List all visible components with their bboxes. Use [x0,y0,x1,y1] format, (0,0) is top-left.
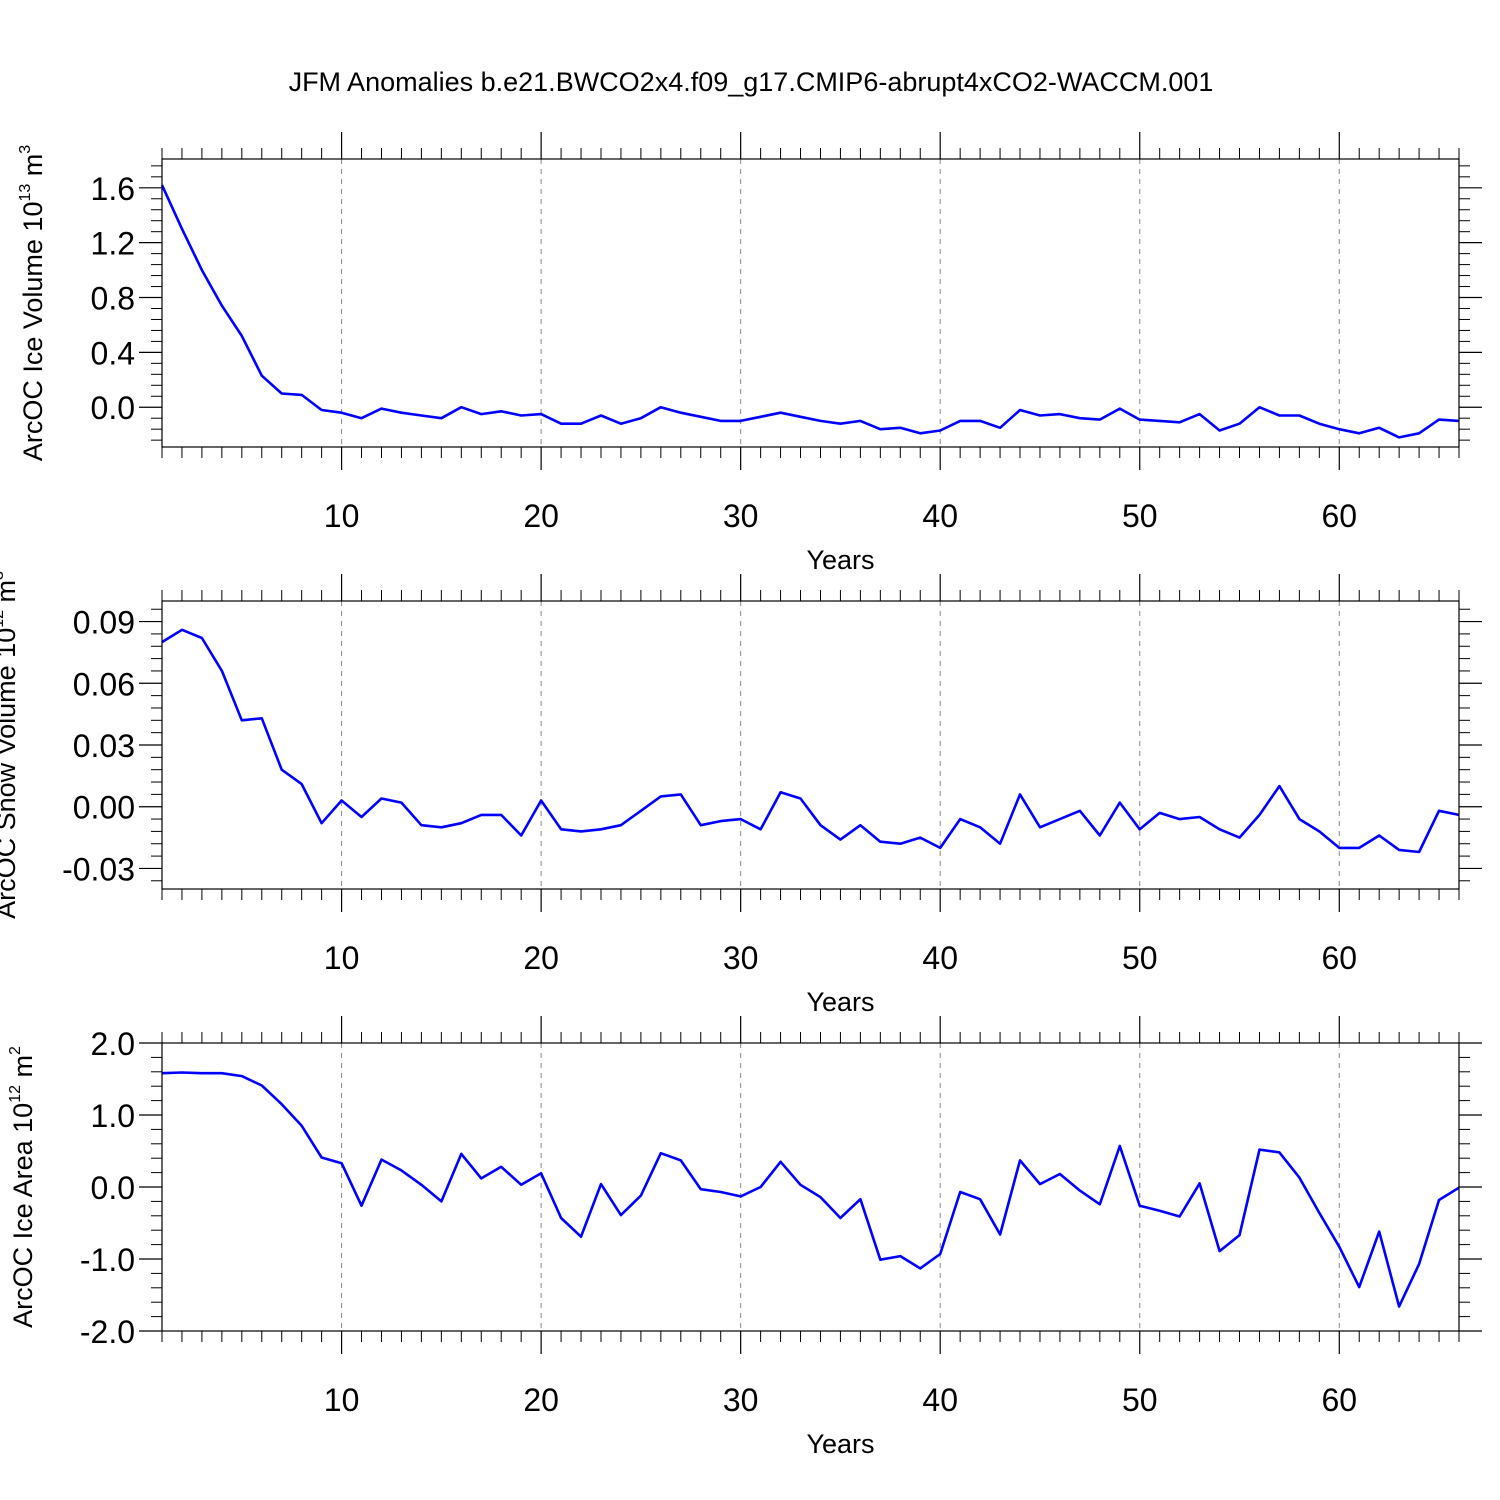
ytick-label-3: 0.4 [91,335,135,371]
xtick-label-1: 20 [523,1382,559,1418]
ytick-label-0: 2.0 [91,1026,135,1062]
series-line [160,184,1460,439]
xtick-label-3: 40 [922,1382,958,1418]
xtick-label-1: 20 [523,498,559,534]
ytick-label-0: 0.09 [73,605,135,641]
panel-snow-volume: 10 20 30 40 50 60 0.09 0.06 0.03 0.00 -0.03 Years Ar… [0,571,1482,1017]
xtick-label-3: 40 [922,940,958,976]
x-axis-label: Years [806,545,874,575]
xtick-label-5: 60 [1321,940,1357,976]
xtick-label-2: 30 [723,940,759,976]
ytick-label-4: 0.0 [91,390,135,426]
ytick-label-3: 0.00 [73,790,135,826]
y-axis-label: ArcOC Ice Area 1012 m2 [7,1046,38,1328]
series-line [161,1071,1460,1308]
xtick-label-0: 10 [324,1382,360,1418]
ytick-label-1: 1.2 [91,226,135,262]
ytick-label-1: 1.0 [91,1098,135,1134]
ytick-label-4: -2.0 [80,1314,135,1350]
xtick-label-1: 20 [523,940,559,976]
series-line [161,628,1460,854]
plot-frame [161,1042,1460,1332]
xtick-label-5: 60 [1321,1382,1357,1418]
ytick-label-3: -1.0 [80,1242,135,1278]
figure-title: JFM Anomalies b.e21.BWCO2x4.f09_g17.CMIP… [289,67,1214,97]
ytick-label-2: 0.03 [73,728,135,764]
x-axis-label: Years [806,1429,874,1459]
ytick-label-4: -0.03 [62,851,135,887]
x-axis-label: Years [806,987,874,1017]
xtick-label-4: 50 [1122,498,1158,534]
xtick-label-4: 50 [1122,940,1158,976]
xtick-label-5: 60 [1321,498,1357,534]
xtick-label-0: 10 [324,498,360,534]
xtick-label-2: 30 [723,1382,759,1418]
ytick-label-0: 1.6 [91,171,135,207]
ytick-label-1: 0.06 [73,666,135,702]
panel-ice-volume: 10 20 30 40 50 60 1.6 1.2 0.8 0.4 0.0 Years ArcOC Ic… [17,132,1482,575]
xtick-label-2: 30 [723,498,759,534]
plot-frame [161,158,1460,448]
xtick-label-0: 10 [324,940,360,976]
ytick-label-2: 0.0 [91,1170,135,1206]
xtick-label-3: 40 [922,498,958,534]
y-axis-label: ArcOC Ice Volume 1013 m3 [17,145,48,461]
ytick-label-2: 0.8 [91,281,135,317]
y-axis-label: ArcOC Snow Volume 1012 m3 [0,571,21,919]
xtick-label-4: 50 [1122,1382,1158,1418]
panel-ice-area: 10 20 30 40 50 60 2.0 1.0 0.0 -1.0 -2.0 Years ArcOC … [7,1016,1482,1459]
plot-frame [161,600,1460,890]
